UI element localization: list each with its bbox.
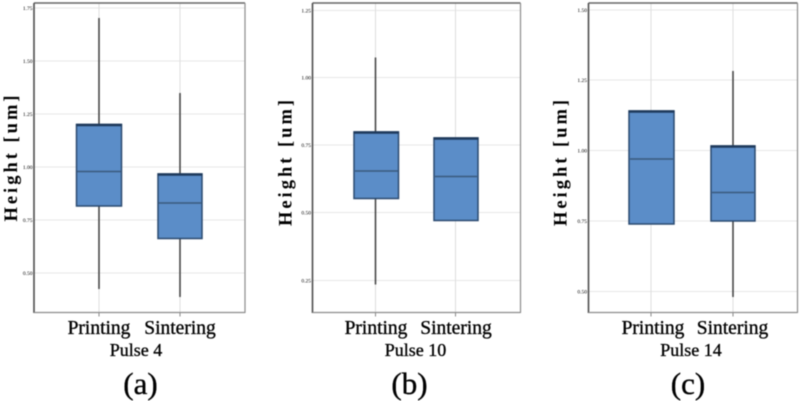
svg-text:Pulse 10: Pulse 10: [385, 340, 447, 360]
svg-text:Sintering: Sintering: [697, 318, 769, 339]
svg-text:0.50: 0.50: [301, 211, 311, 217]
svg-text:(c): (c): [671, 366, 705, 401]
svg-text:(b): (b): [391, 366, 427, 401]
svg-text:0.25: 0.25: [301, 279, 311, 285]
svg-text:Height [um]: Height [um]: [2, 92, 22, 221]
svg-text:Sintering: Sintering: [144, 318, 216, 339]
svg-text:0.75: 0.75: [23, 218, 33, 224]
svg-text:Pulse 4: Pulse 4: [110, 340, 163, 360]
svg-text:0.75: 0.75: [577, 219, 587, 225]
svg-text:1.25: 1.25: [577, 78, 587, 84]
svg-text:1.00: 1.00: [577, 149, 587, 155]
svg-text:1.50: 1.50: [23, 59, 33, 65]
svg-text:1.50: 1.50: [577, 8, 587, 14]
svg-text:1.75: 1.75: [23, 6, 33, 12]
svg-text:1.25: 1.25: [23, 112, 33, 118]
svg-text:Sintering: Sintering: [420, 318, 492, 339]
svg-text:0.50: 0.50: [23, 271, 33, 277]
svg-text:Height [um]: Height [um]: [277, 97, 297, 226]
svg-text:Pulse 14: Pulse 14: [660, 340, 722, 360]
svg-text:1.25: 1.25: [301, 9, 311, 15]
svg-text:Printing: Printing: [345, 318, 408, 339]
svg-text:Height [um]: Height [um]: [552, 97, 572, 226]
svg-text:(a): (a): [123, 366, 157, 401]
svg-text:0.75: 0.75: [301, 143, 311, 149]
svg-text:0.50: 0.50: [577, 290, 587, 296]
svg-text:Printing: Printing: [622, 318, 685, 339]
svg-text:1.00: 1.00: [23, 165, 33, 171]
svg-text:1.00: 1.00: [301, 76, 311, 82]
svg-text:Printing: Printing: [68, 318, 131, 339]
